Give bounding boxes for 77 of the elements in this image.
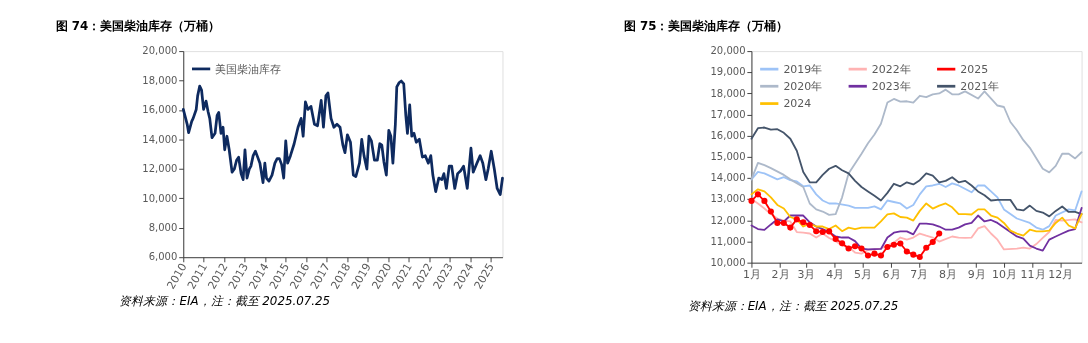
point (774, 219, 781, 226)
x-tick-label: 9月 (967, 267, 986, 281)
point (936, 230, 943, 237)
line-series (750, 171, 1083, 231)
point (910, 251, 917, 258)
y-tick-label: 12,000 (142, 163, 178, 175)
point (897, 240, 904, 247)
x-tick-label: 6月 (882, 267, 901, 281)
y-tick-label: 19,000 (710, 66, 746, 78)
legend-label: 2024 (783, 97, 812, 111)
y-tick-label: 18,000 (142, 74, 178, 86)
point (813, 228, 820, 235)
legend-label: 2023年 (871, 79, 911, 93)
line-series (181, 79, 504, 196)
point (871, 250, 878, 257)
legend-label: 2022年 (871, 62, 911, 76)
y-tick-label: 14,000 (710, 172, 746, 184)
legend-label: 2021年 (960, 79, 1000, 93)
point (864, 252, 872, 259)
line-series (750, 207, 1083, 252)
x-tick-label: 7月 (910, 267, 929, 281)
point (916, 253, 923, 261)
legend-label: 2025 (960, 62, 989, 76)
point (819, 228, 826, 236)
x-tick-label: 3月 (797, 267, 816, 281)
point (851, 243, 859, 250)
y-tick-label: 13,000 (710, 193, 746, 205)
point (767, 208, 774, 215)
y-tick-label: 16,000 (710, 129, 746, 141)
x-tick-label: 1月 (742, 267, 761, 281)
y-tick-label: 18,000 (710, 87, 746, 99)
point (839, 240, 846, 247)
point (929, 238, 936, 246)
point (761, 197, 768, 204)
y-tick-label: 14,000 (142, 133, 178, 145)
y-tick-label: 6,000 (148, 251, 178, 263)
y-tick-label: 12,000 (710, 214, 746, 226)
y-tick-label: 20,000 (142, 45, 178, 57)
point (923, 244, 930, 251)
line-series (750, 188, 1083, 237)
y-tick-label: 10,000 (142, 192, 178, 204)
x-tick-label: 12月 (1048, 267, 1074, 281)
point (800, 219, 807, 226)
y-tick-label: 16,000 (142, 104, 178, 116)
point (826, 228, 833, 235)
point (787, 224, 794, 231)
y-tick-label: 11,000 (710, 235, 746, 247)
y-tick-label: 10,000 (710, 256, 746, 268)
text: 资料来源：EIA，注：截至 2025.07.25 (687, 299, 899, 314)
point (754, 191, 762, 198)
point (845, 245, 852, 252)
chart-title: 图 74：美国柴油库存（万桶） (55, 19, 221, 34)
point (890, 241, 897, 248)
point (832, 235, 839, 243)
text: 资料来源：EIA，注：截至 2025.07.25 (119, 293, 331, 308)
x-tick-label: 4月 (826, 267, 845, 281)
point (793, 216, 800, 223)
point (858, 245, 865, 252)
y-tick-label: 15,000 (710, 151, 746, 163)
point (884, 244, 891, 251)
point (877, 252, 884, 259)
legend-label: 2019年 (783, 62, 823, 76)
y-tick-label: 20,000 (710, 45, 746, 57)
legend-label: 2020年 (783, 79, 823, 93)
chart-title: 图 75：美国柴油库存（万桶） (623, 19, 789, 34)
x-tick-label: 5月 (853, 267, 872, 281)
point (903, 248, 910, 255)
point (748, 197, 755, 204)
point (806, 222, 813, 229)
x-tick-label: 10月 (991, 267, 1017, 281)
y-tick-label: 17,000 (710, 108, 746, 120)
legend-label: 美国柴油库存 (215, 62, 282, 76)
x-tick-label: 11月 (1020, 267, 1046, 281)
y-tick-label: 8,000 (148, 221, 178, 233)
x-tick-label: 8月 (939, 267, 957, 281)
point (780, 219, 787, 226)
x-tick-label: 2月 (771, 267, 790, 281)
